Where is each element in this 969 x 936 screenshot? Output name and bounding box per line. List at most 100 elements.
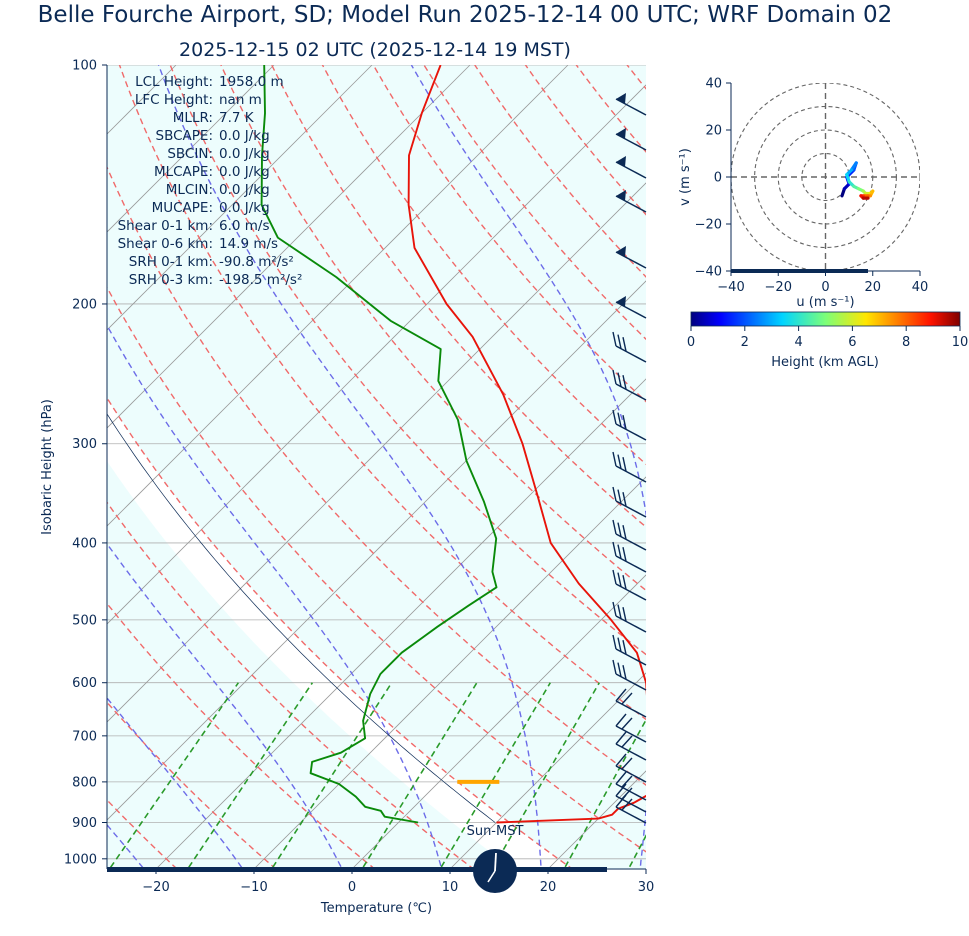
figure-subtitle: 2025-12-15 02 UTC (2025-12-14 19 MST) [179,39,571,61]
barb-shaft [615,423,647,441]
x-tick-label: −10 [240,880,267,895]
wind-barb [615,753,647,783]
barb-flag [617,489,622,504]
colorbar-tick-label: 6 [848,335,856,350]
barb-shaft [615,383,647,401]
barb-flag [622,375,627,390]
colorbar-tick-label: 8 [902,335,910,350]
index-value: 7.7 K [219,110,255,126]
barb-shaft [615,673,647,691]
index-value: 1958.0 m [219,74,284,90]
y-tick-label: 100 [72,59,97,74]
mixing-ratio-line [439,682,551,869]
dry-adiabat [107,501,475,869]
dry-adiabat [118,65,646,721]
barb-flag [617,522,622,537]
y-axis-label: Isobaric Height (hPa) [40,399,55,535]
barb-shaft [615,533,647,551]
index-label: MUCAPE: [152,200,213,216]
colorbar-tick-label: 4 [794,335,802,350]
wind-barb [615,771,647,801]
index-value: nan m [219,92,262,108]
index-value: 0.0 J/kg [219,164,270,180]
barb-flag [622,575,627,590]
index-label: LCL Height: [135,74,213,90]
wind-barb [612,659,647,691]
x-tick-label: 30 [638,880,655,895]
barb-flag [617,662,622,677]
hodo-y-tick-label: −40 [695,265,722,280]
index-label: LFC Height: [135,92,213,108]
colorbar-gradient [690,311,961,327]
dry-adiabat [107,165,646,786]
mixing-ratio-line [361,682,478,869]
isotherm-line [107,84,646,625]
hodo-y-axis-label: v (m s⁻¹) [678,148,693,206]
barb-shaft [615,700,647,718]
wind-barb [612,541,647,573]
time-clock: Sun-MST [467,824,523,893]
isotherm-line [645,868,646,869]
barb-flag [612,601,617,617]
isotherm-line [107,182,646,723]
barb-flag [615,713,627,727]
parcel-area [107,65,646,869]
barb-shaft [615,806,647,824]
colorbar-tick-label: 2 [741,335,749,350]
dry-adiabat [107,602,376,869]
barb-flag [622,492,627,507]
x-tick-label: 10 [442,880,459,895]
barb-flag [612,541,617,557]
barb-pennant [616,246,626,257]
temperature-trace [407,65,646,824]
index-label: SRH 0-1 km: [129,254,213,270]
wind-barb [615,731,647,761]
barb-flag [621,735,633,748]
y-tick-label: 600 [72,676,97,691]
dry-adiabat [220,65,646,592]
wind-barb [615,246,647,269]
wind-barb [615,296,647,319]
wind-barb [612,601,647,633]
dry-adiabat [107,701,277,869]
isotherm-line [0,65,78,869]
parcel-area-upper [107,461,514,869]
barb-flag [617,604,622,619]
barb-pennant [616,156,626,167]
index-label: MLCIN: [166,182,213,198]
barb-flag [612,451,617,467]
hodo-x-axis-label: u (m s⁻¹) [796,295,854,310]
barb-shaft [615,500,647,518]
barb-flag [621,692,633,705]
mixing-ratio-line [108,682,240,869]
barb-shaft [615,555,647,573]
barb-flag [612,369,617,385]
barb-flag [621,775,633,788]
barb-shaft [615,743,647,761]
colorbar-tick-label: 10 [952,335,969,350]
index-label: Shear 0-6 km: [118,236,213,252]
dry-adiabat [107,285,646,853]
isotherm-line [155,378,646,869]
barb-shaft [615,783,647,801]
dry-adiabat [626,65,646,90]
barb-flag [621,717,633,730]
index-value: 6.0 m/s [219,218,270,234]
hodo-x-tick-label: 0 [821,280,829,295]
hodo-y-tick-label: 0 [714,171,722,186]
barb-flag [612,659,617,675]
wind-barb [615,713,647,743]
barb-shaft [615,648,647,666]
barb-flag [622,337,627,352]
isotherm-line [107,65,373,331]
isotherm-line [744,65,969,869]
index-value: 0.0 J/kg [219,182,270,198]
barb-flag [615,771,627,785]
hodo-y-tick-label: −20 [695,218,722,233]
wind-barb [612,451,647,483]
isotherm-line [107,65,569,527]
clock-hour-hand [494,852,497,872]
barb-flag [617,572,622,587]
